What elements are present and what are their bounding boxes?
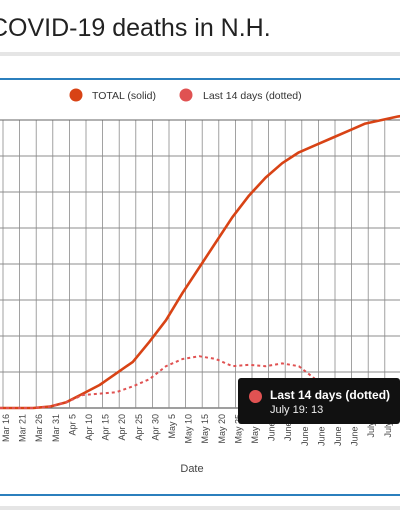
x-tick-label: June 14 <box>300 414 310 446</box>
x-tick-label: Apr 15 <box>101 414 111 441</box>
x-tick-label: May 20 <box>217 414 227 444</box>
x-tick-label: July 4 <box>366 414 376 438</box>
x-tick-label: Apr 20 <box>117 414 127 441</box>
x-tick-label: May 25 <box>233 414 243 444</box>
circle-icon <box>249 390 262 403</box>
page-title: COVID-19 deaths in N.H. <box>0 14 271 42</box>
header-divider <box>0 52 400 56</box>
x-tick-label: July 9 <box>383 414 393 438</box>
x-tick-label: June 4 <box>267 414 277 441</box>
chart-frame <box>0 78 400 496</box>
x-tick-label: June 24 <box>333 414 343 446</box>
x-tick-label: Mar 26 <box>34 414 44 442</box>
series-line-last-14-days <box>0 355 400 409</box>
x-tick-label: Apr 5 <box>67 414 77 436</box>
x-tick-label: Apr 30 <box>150 414 160 441</box>
legend-item-last-14-days: Last 14 days (dotted) <box>203 90 302 102</box>
x-tick-label: May 15 <box>200 414 210 444</box>
x-tick-label: June 9 <box>283 414 293 441</box>
x-tick-label: Apr 10 <box>84 414 94 441</box>
tooltip-series-label: Last 14 days (dotted) <box>270 388 391 402</box>
x-axis-title: Date <box>180 463 203 475</box>
legend-item-total: TOTAL (solid) <box>92 90 156 102</box>
series-line-total <box>0 114 400 410</box>
x-tick-label: May 5 <box>167 414 177 439</box>
x-tick-label: May 30 <box>250 414 260 444</box>
footer-divider <box>0 506 400 510</box>
x-tick-label: Apr 25 <box>134 414 144 441</box>
x-tick-label: May 10 <box>184 414 194 444</box>
chart-tooltip: Last 14 days (dotted) July 19: 13 <box>238 378 400 424</box>
legend-marker <box>69 88 83 102</box>
legend-marker <box>179 88 193 102</box>
x-tick-label: Mar 31 <box>51 414 61 442</box>
x-tick-label: June 19 <box>316 414 326 446</box>
tooltip-value: July 19: 13 <box>270 404 324 416</box>
x-tick-label: Mar 21 <box>18 414 28 442</box>
x-tick-label: June 29 <box>350 414 360 446</box>
x-tick-label: Mar 16 <box>1 414 11 442</box>
